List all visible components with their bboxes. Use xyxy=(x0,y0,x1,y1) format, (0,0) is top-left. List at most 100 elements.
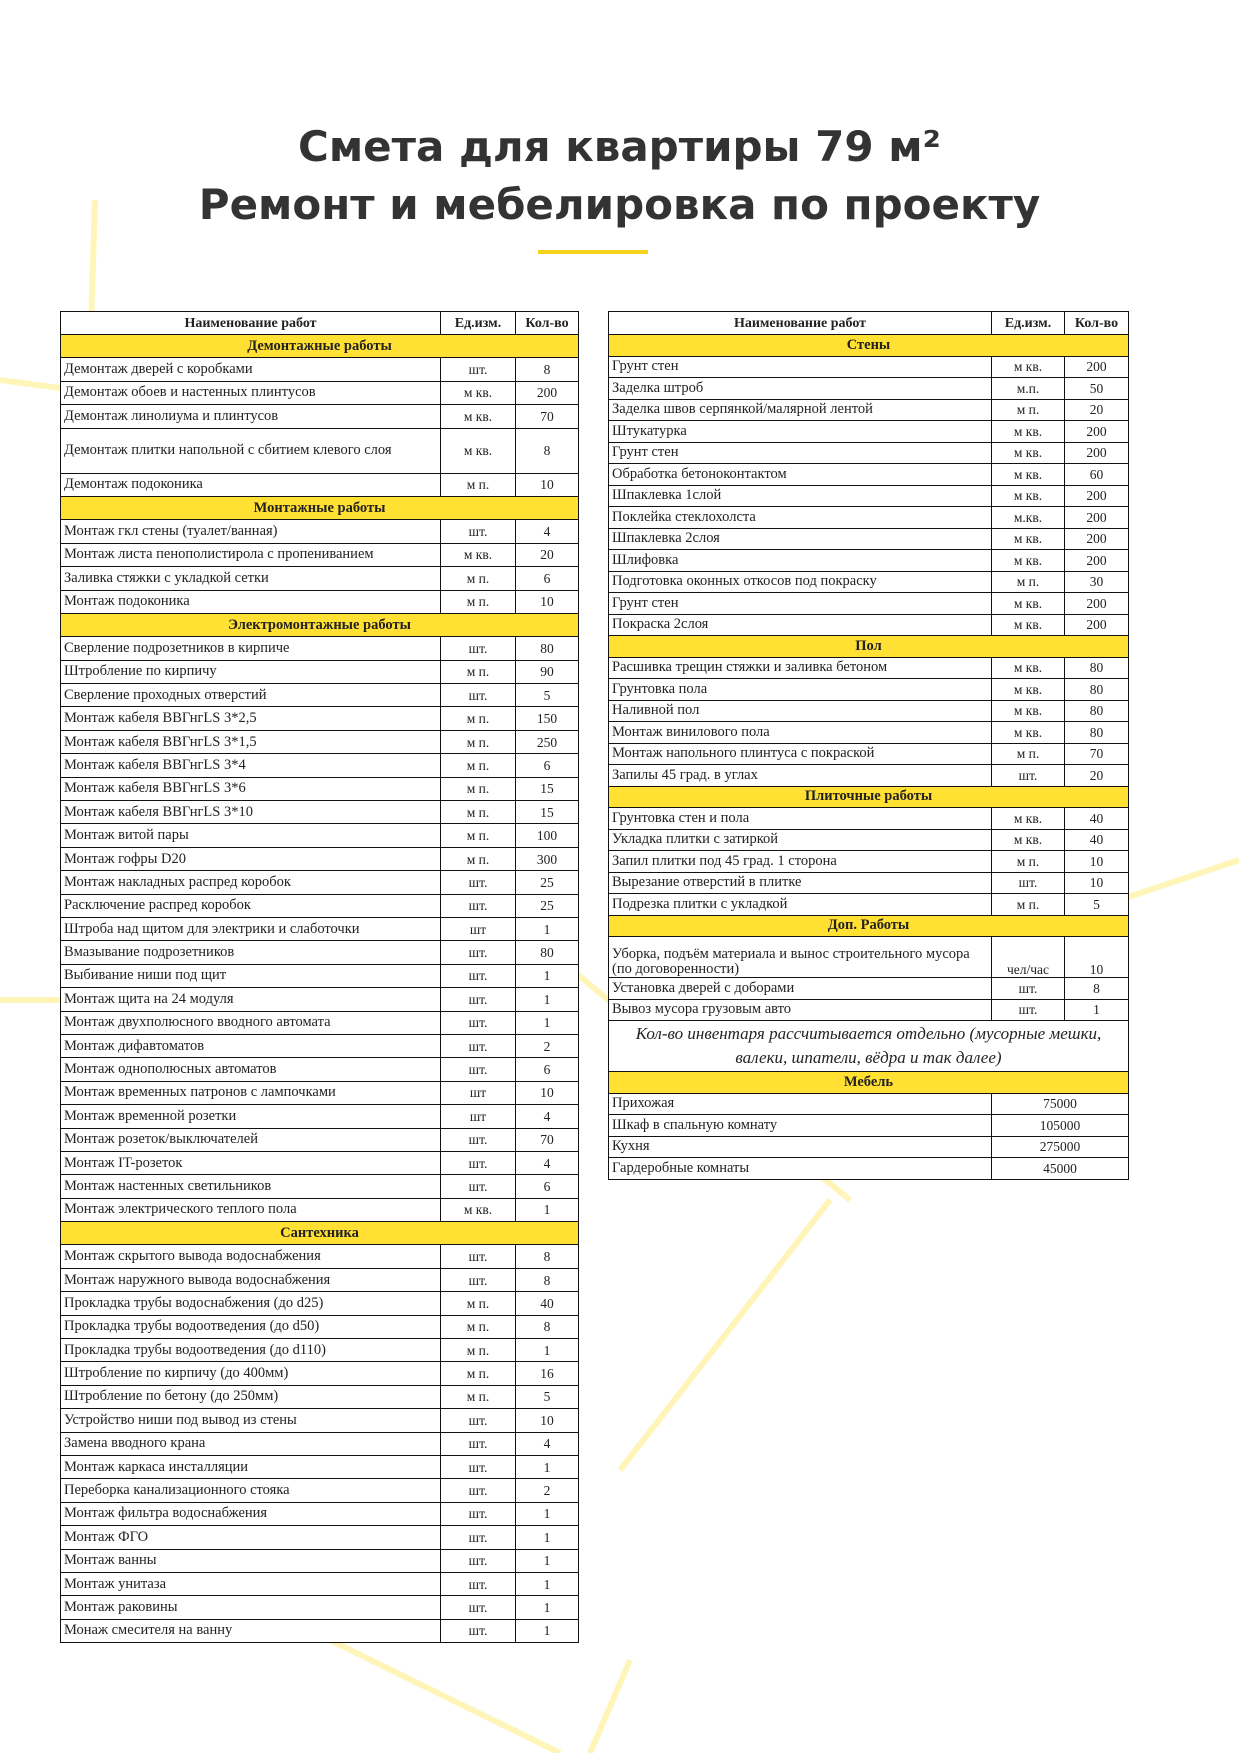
work-name: Монтаж ванны xyxy=(60,1548,441,1573)
table-row: Грунт стен м кв. 200 xyxy=(608,592,1129,615)
furniture-name: Кухня xyxy=(608,1135,992,1158)
quantity: 150 xyxy=(515,706,579,731)
work-name: Грунт стен xyxy=(608,441,992,464)
unit: м п. xyxy=(440,706,516,731)
work-name: Монтаж витой пары xyxy=(60,823,441,848)
work-name: Монтаж дифавтоматов xyxy=(60,1033,441,1059)
work-name: Штробление по кирпичу xyxy=(60,659,441,685)
table-row: Демонтаж дверей с коробками шт. 8 xyxy=(60,357,579,382)
work-name: Монтаж кабеля ВВГнгLS 3*1,5 xyxy=(60,729,441,755)
quantity: 1 xyxy=(515,1454,579,1480)
work-name: Демонтаж обоев и настенных плинтусов xyxy=(60,380,441,406)
quantity: 300 xyxy=(515,846,579,872)
unit: шт. xyxy=(440,1548,516,1573)
column-header-name: Наименование работ xyxy=(608,311,992,335)
unit: шт xyxy=(440,1080,516,1106)
table-row: Замена вводного крана шт. 4 xyxy=(60,1431,579,1456)
unit: м п. xyxy=(440,566,516,591)
unit: м кв. xyxy=(991,592,1065,615)
unit: м п. xyxy=(440,472,516,497)
quantity: 10 xyxy=(1064,850,1129,873)
table-row: Штробление по бетону (до 250мм) м п. 5 xyxy=(60,1384,579,1410)
section-header: Стены xyxy=(608,334,1129,357)
quantity: 30 xyxy=(1064,570,1129,593)
furniture-price: 105000 xyxy=(991,1114,1129,1137)
section-title: Монтажные работы xyxy=(60,495,579,521)
work-name: Монтаж раковины xyxy=(60,1595,441,1620)
furniture-price: 75000 xyxy=(991,1092,1129,1115)
unit: шт. xyxy=(440,870,516,895)
table-row: Обработка бетоноконтактом м кв. 60 xyxy=(608,463,1129,486)
table-row: Установка дверей с доборами шт. 8 xyxy=(608,977,1129,1000)
table-row: Грунтовка стен и пола м кв. 40 xyxy=(608,807,1129,830)
table-row: Монтаж наружного вывода водоснабжения шт.… xyxy=(60,1267,579,1293)
unit: м п. xyxy=(991,742,1065,765)
quantity: 200 xyxy=(1064,420,1129,443)
quantity: 200 xyxy=(1064,527,1129,550)
inventory-note: Кол-во инвентаря рассчитывается отдельно… xyxy=(608,1020,1129,1072)
estimate-table-left: Наименование работ Ед.изм. Кол-во Демонтажн… xyxy=(60,311,579,1644)
quantity: 2 xyxy=(515,1478,579,1503)
quantity: 200 xyxy=(1064,592,1129,615)
work-name: Подготовка оконных откосов под покраску xyxy=(608,570,992,593)
table-row: Сверление проходных отверстий шт. 5 xyxy=(60,683,579,708)
unit: м кв. xyxy=(991,807,1065,830)
work-name: Заделка штроб xyxy=(608,377,992,400)
table-row: Монтаж IT-розеток шт. 4 xyxy=(60,1150,579,1176)
quantity: 4 xyxy=(515,1431,579,1456)
work-name: Монтаж временных патронов с лампочками xyxy=(60,1080,441,1106)
quantity: 200 xyxy=(1064,441,1129,464)
work-name: Переборка канализационного стояка xyxy=(60,1478,441,1503)
column-header-name: Наименование работ xyxy=(60,311,441,335)
quantity: 1 xyxy=(515,1338,579,1363)
work-name: Монтаж электрического теплого пола xyxy=(60,1197,441,1223)
unit: шт. xyxy=(440,1431,516,1456)
work-name: Монтаж розеток/выключателей xyxy=(60,1127,441,1152)
table-row: Монтаж скрытого вывода водоснабжения шт. 8 xyxy=(60,1244,579,1269)
quantity: 20 xyxy=(1064,764,1129,787)
unit: м п. xyxy=(991,398,1065,421)
estimate-table-right: Наименование работ Ед.изм. Кол-во Стены Грун… xyxy=(608,311,1129,1180)
quantity: 80 xyxy=(1064,699,1129,722)
quantity: 1 xyxy=(515,1618,579,1644)
work-name: Монтаж подоконика xyxy=(60,589,441,614)
section-header: Электромонтажные работы xyxy=(60,612,579,638)
unit: шт. xyxy=(440,1478,516,1503)
table-header-row: Наименование работ Ед.изм. Кол-во xyxy=(60,311,579,335)
table-row: Монтаж кабеля ВВГнгLS 3*6 м п. 15 xyxy=(60,776,579,802)
work-name: Монтаж щита на 24 модуля xyxy=(60,987,441,1012)
unit: шт xyxy=(440,1104,516,1129)
table-row: Монтаж временной розетки шт 4 xyxy=(60,1104,579,1129)
table-row: Вмазывание подрозетников шт. 80 xyxy=(60,940,579,965)
quantity: 70 xyxy=(515,1127,579,1152)
column-header-unit: Ед.изм. xyxy=(440,311,516,335)
work-name: Монтаж кабеля ВВГнгLS 3*4 xyxy=(60,753,441,778)
work-name: Запилы 45 град. в углах xyxy=(608,764,992,787)
table-row: Монаж смесителя на ванну шт. 1 xyxy=(60,1618,579,1644)
work-name: Монтаж скрытого вывода водоснабжения xyxy=(60,1244,441,1269)
quantity: 40 xyxy=(1064,828,1129,851)
work-name: Монтаж однополюсных автоматов xyxy=(60,1057,441,1082)
table-row: Монтаж кабеля ВВГнгLS 3*4 м п. 6 xyxy=(60,753,579,778)
table-row: Переборка канализационного стояка шт. 2 xyxy=(60,1478,579,1503)
work-name: Монтаж унитаза xyxy=(60,1571,441,1597)
work-name: Монаж смесителя на ванну xyxy=(60,1618,441,1644)
work-name: Монтаж настенных светильников xyxy=(60,1174,441,1199)
work-name: Установка дверей с доборами xyxy=(608,977,992,1000)
work-name: Демонтаж подоконика xyxy=(60,472,441,497)
quantity: 6 xyxy=(515,1174,579,1199)
section-title: Мебель xyxy=(608,1071,1129,1094)
quantity: 200 xyxy=(515,380,579,406)
quantity: 4 xyxy=(515,1150,579,1176)
unit: шт. xyxy=(440,1127,516,1152)
quantity: 80 xyxy=(1064,678,1129,701)
table-row: Монтаж настенных светильников шт. 6 xyxy=(60,1174,579,1199)
work-name: Расшивка трещин стяжки и заливка бетоном xyxy=(608,656,992,679)
work-name: Шпаклевка 2слоя xyxy=(608,527,992,550)
furniture-row: Гардеробные комнаты 45000 xyxy=(608,1157,1129,1180)
furniture-row: Шкаф в спальную комнату 105000 xyxy=(608,1114,1129,1137)
work-name: Штроба над щитом для электрики и слабото… xyxy=(60,916,441,942)
column-header-unit: Ед.изм. xyxy=(991,311,1065,335)
unit: м кв. xyxy=(440,380,516,406)
quantity: 1 xyxy=(1064,998,1129,1021)
